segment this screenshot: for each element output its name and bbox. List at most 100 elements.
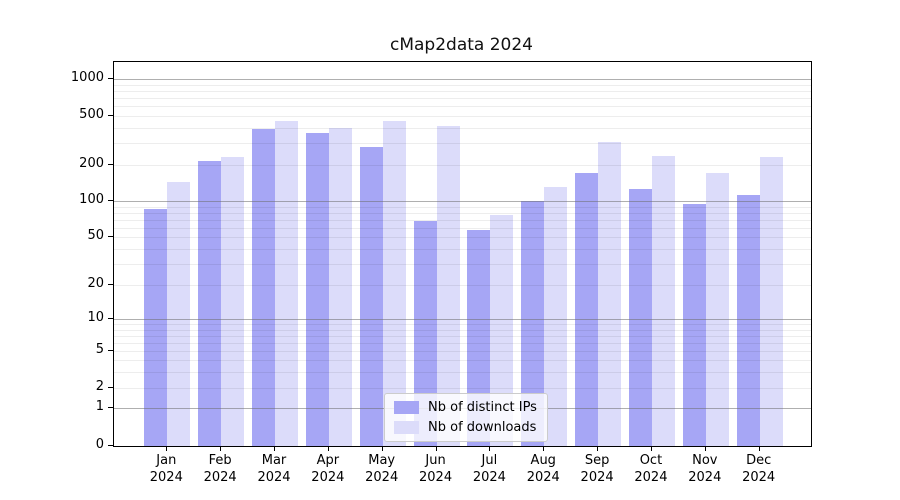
y-axis-tick: [108, 407, 113, 409]
y-axis-tick: [108, 200, 113, 202]
x-axis-tick: [220, 446, 222, 451]
bar-downloads-feb: [221, 156, 245, 446]
bar-distinct-ips-jul: [467, 229, 491, 446]
x-axis-tick: [597, 446, 599, 451]
x-axis-tick: [274, 446, 275, 451]
bar-distinct-ips-sep: [575, 173, 599, 446]
legend-item-distinct-ips: Nb of distinct IPs: [394, 399, 537, 416]
x-axis-tick-label: Nov 2024: [677, 452, 733, 486]
bar-downloads-jun: [436, 125, 460, 446]
y-axis-tick-label: 50: [87, 228, 104, 244]
x-axis-year-label: 2024: [526, 470, 560, 485]
y-gridline-minor: [114, 237, 811, 239]
x-axis-tick-label: Oct 2024: [623, 452, 679, 486]
y-axis-tick: [108, 387, 113, 389]
x-axis-tick: [543, 446, 545, 451]
y-axis-tick-label: 1: [95, 399, 104, 415]
y-axis-tick-label: 2: [95, 379, 104, 395]
x-axis-year-label: 2024: [149, 470, 183, 485]
y-axis-tick-label: 5: [95, 342, 104, 357]
y-axis-tick-label: 10: [87, 310, 104, 326]
y-axis-tick-label: 200: [79, 156, 104, 172]
y-axis-tick: [108, 236, 113, 238]
x-axis-tick: [381, 446, 383, 451]
legend-swatch-distinct-ips: [394, 401, 419, 414]
y-gridline-minor: [114, 212, 811, 214]
x-axis-tick: [650, 446, 652, 451]
bar-distinct-ips-apr: [305, 132, 329, 446]
y-gridline-minor: [114, 84, 811, 86]
y-axis-tick: [108, 164, 113, 166]
bar-downloads-jul: [490, 214, 514, 446]
x-axis-tick-label: Jul 2024: [461, 452, 517, 486]
bar-downloads-mar: [275, 120, 298, 446]
x-axis-year-label: 2024: [365, 470, 399, 485]
x-axis-year-label: 2024: [634, 470, 668, 485]
y-gridline-minor: [114, 324, 811, 326]
y-axis-tick-label: 20: [87, 276, 104, 291]
y-gridline-minor: [114, 206, 811, 208]
y-axis-tick-label: 0: [95, 437, 104, 452]
y-gridline-minor: [114, 97, 811, 99]
x-axis-tick-label: Jan 2024: [138, 452, 194, 486]
x-axis-tick-label: Feb 2024: [192, 452, 248, 486]
bar-downloads-oct: [651, 156, 675, 446]
bar-distinct-ips-aug: [521, 201, 545, 446]
legend-swatch-downloads: [394, 421, 419, 434]
bar-downloads-apr: [328, 127, 352, 446]
bar-distinct-ips-jan: [144, 208, 168, 446]
x-axis-year-label: 2024: [580, 470, 614, 485]
legend-label: Nb of distinct IPs: [428, 400, 537, 415]
x-axis-tick-label: May 2024: [354, 452, 410, 486]
y-gridline-minor: [114, 248, 811, 250]
bar-distinct-ips-oct: [628, 189, 652, 446]
y-gridline-minor: [114, 115, 811, 117]
x-axis-tick-label: Apr 2024: [300, 452, 356, 486]
y-gridline-major: [114, 79, 811, 80]
y-gridline-minor: [114, 263, 811, 265]
x-axis-tick-label: Jun 2024: [408, 452, 464, 486]
x-axis-tick-label: Mar 2024: [246, 452, 302, 486]
y-axis-tick-label: 500: [79, 106, 104, 122]
x-axis-year-label: 2024: [311, 470, 345, 485]
y-gridline-minor: [114, 165, 811, 167]
x-axis-tick: [489, 446, 491, 451]
y-gridline-minor: [114, 285, 811, 286]
x-axis-tick-label: Sep 2024: [569, 452, 625, 486]
y-gridline-major: [114, 319, 811, 321]
y-gridline-minor: [114, 219, 811, 221]
legend-item-downloads: Nb of downloads: [394, 419, 537, 436]
bar-distinct-ips-feb: [198, 161, 222, 446]
bar-distinct-ips-dec: [736, 194, 760, 446]
bar-downloads-nov: [705, 172, 729, 446]
x-axis-tick: [327, 446, 329, 451]
y-gridline-major: [114, 201, 811, 203]
y-gridline-minor: [114, 360, 811, 362]
y-gridline-minor: [114, 90, 811, 92]
y-axis-tick: [108, 114, 113, 116]
x-axis-year-label: 2024: [419, 470, 453, 485]
x-axis-year-label: 2024: [742, 470, 776, 485]
x-axis-year-label: 2024: [203, 470, 237, 485]
bar-downloads-sep: [598, 141, 622, 446]
bar-distinct-ips-jun: [413, 221, 437, 446]
x-axis-year-label: 2024: [688, 470, 722, 485]
y-axis-tick: [108, 350, 113, 351]
bar-downloads-aug: [544, 187, 568, 446]
y-gridline-minor: [114, 105, 811, 107]
bar-downloads-jan: [167, 182, 191, 446]
y-axis-tick: [108, 318, 113, 320]
y-gridline-minor: [114, 342, 811, 344]
y-axis-tick: [108, 78, 113, 79]
legend-label: Nb of downloads: [428, 420, 537, 435]
y-gridline-minor: [114, 335, 811, 337]
bar-downloads-dec: [759, 156, 783, 446]
plot-area: Nb of distinct IPs Nb of downloads: [113, 61, 812, 447]
bar-distinct-ips-may: [359, 147, 383, 446]
legend: Nb of distinct IPs Nb of downloads: [384, 393, 548, 442]
x-axis-tick: [166, 446, 168, 451]
bar-downloads-may: [382, 121, 406, 446]
x-axis-tick: [435, 446, 437, 451]
y-gridline-minor: [114, 143, 811, 145]
